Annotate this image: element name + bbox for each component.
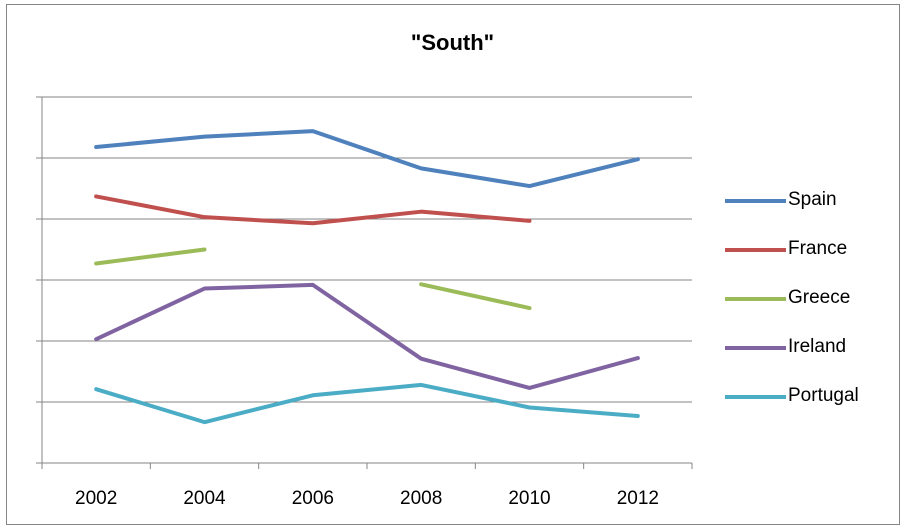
series-line-greece <box>419 282 532 311</box>
chart-area <box>6 4 900 525</box>
x-tick-label: 2008 <box>400 488 442 509</box>
series-line-spain <box>94 129 640 189</box>
legend-label: Portugal <box>788 385 859 406</box>
x-tick-label: 2002 <box>75 488 117 509</box>
legend-label: Ireland <box>788 336 847 357</box>
x-tick-label: 2004 <box>183 488 226 509</box>
legend-swatch <box>725 199 786 203</box>
x-tick-label: 2006 <box>292 488 334 509</box>
legend-item-spain: Spain <box>725 186 895 235</box>
chart-title: "South" <box>410 30 495 55</box>
legend-swatch <box>725 248 786 252</box>
legend-swatch <box>725 395 786 399</box>
legend-swatch <box>725 346 786 350</box>
legend-item-portugal: Portugal <box>725 382 895 431</box>
x-tick-label: 2010 <box>508 488 550 509</box>
series-line-greece <box>94 247 207 266</box>
series-line-france <box>94 194 532 226</box>
legend: Spain France Greece Ireland Portugal <box>725 186 895 431</box>
legend-item-ireland: Ireland <box>725 333 895 382</box>
x-tick-label: 2012 <box>617 488 659 509</box>
legend-item-france: France <box>725 235 895 284</box>
legend-swatch <box>725 297 786 301</box>
legend-label: Greece <box>788 287 851 308</box>
legend-item-greece: Greece <box>725 284 895 333</box>
legend-label: Spain <box>788 189 837 210</box>
series-line-ireland <box>94 282 640 390</box>
legend-label: France <box>788 238 848 259</box>
series-line-portugal <box>94 382 640 425</box>
